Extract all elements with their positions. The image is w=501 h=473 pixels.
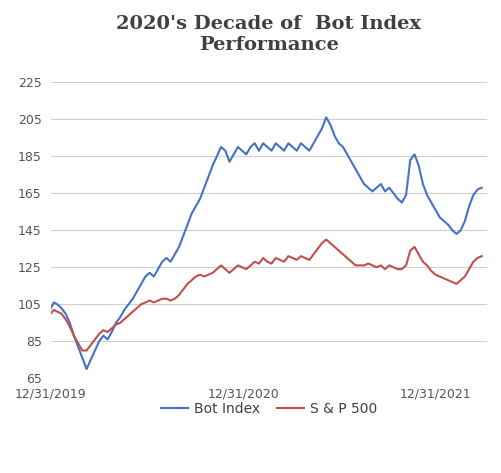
Bot Index — [159, 259, 165, 264]
Bot Index — [58, 305, 64, 311]
Bot Index — [323, 114, 329, 120]
S & P 500 — [478, 254, 484, 259]
Title: 2020's Decade of  Bot Index
Performance: 2020's Decade of Bot Index Performance — [116, 15, 420, 54]
Bot Index — [469, 192, 475, 198]
Bot Index — [48, 305, 54, 311]
S & P 500 — [323, 236, 329, 242]
Line: S & P 500: S & P 500 — [51, 239, 481, 350]
S & P 500 — [159, 296, 165, 302]
S & P 500 — [58, 311, 64, 316]
S & P 500 — [448, 279, 454, 285]
Legend: Bot Index, S & P 500: Bot Index, S & P 500 — [155, 396, 382, 422]
S & P 500 — [469, 259, 475, 264]
Bot Index — [176, 244, 182, 250]
S & P 500 — [79, 348, 85, 353]
Bot Index — [83, 366, 89, 372]
Bot Index — [264, 144, 270, 150]
S & P 500 — [48, 311, 54, 316]
Bot Index — [478, 185, 484, 191]
S & P 500 — [264, 259, 270, 264]
Bot Index — [448, 228, 454, 233]
Line: Bot Index: Bot Index — [51, 117, 481, 369]
S & P 500 — [176, 292, 182, 298]
